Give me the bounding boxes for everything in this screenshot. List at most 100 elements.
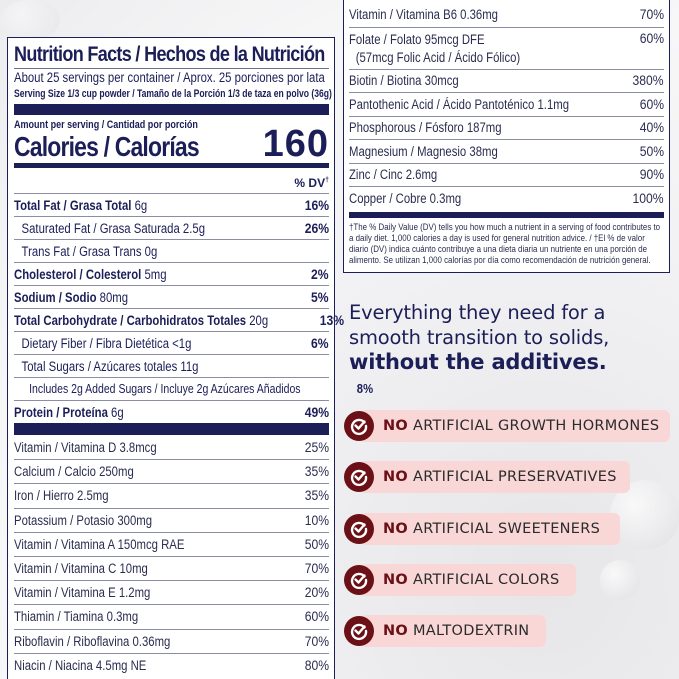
claim-text: NO ARTIFICIAL GROWTH HORMONES: [383, 418, 660, 434]
vitamin-label: Vitamin / Vitamina E 1.2mg: [14, 585, 151, 601]
claim-text: NO ARTIFICIAL SWEETENERS: [383, 520, 601, 537]
nutrient-row: Total Fat / Grasa Total 6g 16%: [14, 193, 329, 216]
vitamin-list-right: Vitamin / Vitamina B6 0.36mg 70% Folate / …: [349, 0, 664, 210]
vitamin-row: Vitamin / Vitamina D 3.8mcg 25%: [14, 435, 329, 459]
vitamin-dv: 70%: [639, 7, 664, 23]
vitamin-dv: 70%: [304, 633, 329, 649]
vitamin-row: Niacin / Niacina 4.5mg NE 80%: [14, 652, 329, 677]
claim-pill-background: [360, 615, 546, 648]
vitamin-row: Riboflavin / Riboflavina 0.36mg 70%: [14, 628, 329, 653]
vitamin-dv: 35%: [304, 488, 329, 504]
vitamin-row: Magnesium / Magnesio 38mg 50%: [349, 139, 664, 163]
nutrient-row: Sodium / Sodio 80mg 5%: [14, 285, 329, 308]
vitamin-row: Potassium / Potasio 300mg 10%: [14, 507, 329, 532]
nutrient-label: Cholesterol / Colesterol 5mg: [14, 266, 167, 282]
nutrient-label: Total Carbohydrate / Carbohidratos Total…: [14, 312, 269, 328]
vitamin-row: Folate / Folato 95mcg DFE (57mcg Folic Ac…: [349, 26, 664, 69]
vitamin-label: Vitamin / Vitamina C 10mg: [14, 561, 148, 577]
nutrition-facts-continued-panel: Vitamin / Vitamina B6 0.36mg 70% Folate / …: [343, 0, 670, 273]
nutrient-dv: 16%: [304, 197, 329, 213]
vitamin-dv: 60%: [639, 96, 664, 112]
vitamin-row: Vitamin / Vitamina A 150mcg RAE 50%: [14, 531, 329, 556]
claim-pill-background: [360, 563, 576, 596]
nutrient-label: Trans Fat / Grasa Trans 0g: [21, 243, 158, 259]
check-circle-icon: [344, 411, 374, 441]
nutrient-row: Dietary Fiber / Fibra Dietética <1g 6%: [14, 331, 329, 354]
tagline-line-2: smooth transition to solids,: [349, 326, 610, 349]
vitamin-dv: 60%: [639, 30, 664, 46]
daily-value-header: % DV†: [294, 176, 329, 190]
claim-pill-background: [360, 410, 670, 442]
nutrient-dv: 2%: [311, 266, 329, 282]
vitamin-label: Pantothenic Acid / Ácido Pantoténico 1.1…: [349, 96, 570, 112]
vitamin-dv: 90%: [639, 167, 664, 183]
nutrition-facts-panel: Nutrition Facts / Hechos de la Nutrición…: [7, 37, 373, 679]
nutrient-row: Total Sugars / Azúcares totales 11g: [14, 354, 329, 377]
nutrient-row: Cholesterol / Colesterol 5mg 2%: [14, 262, 329, 285]
claim-pill-background: [360, 461, 630, 494]
nutrient-label: Includes 2g Added Sugars / Incluye 2g Az…: [29, 382, 301, 396]
check-circle-icon: [344, 462, 374, 493]
claim-badge: NO ARTIFICIAL SWEETENERS: [344, 512, 659, 545]
nutrient-label: Protein / Proteína 6g: [14, 404, 124, 420]
vitamin-dv: 40%: [639, 120, 664, 136]
nutrition-facts-title: Nutrition Facts / Hechos de la Nutrición: [14, 43, 325, 66]
vitamin-dv: 35%: [304, 464, 329, 480]
claim-badge: NO ARTIFICIAL PRESERVATIVES: [344, 461, 659, 494]
daily-value-footnote: †The % Daily Value (DV) tells you how mu…: [349, 221, 661, 265]
claim-badge: NO ARTIFICIAL COLORS: [344, 563, 659, 596]
vitamin-dv: 80%: [304, 657, 329, 673]
servings-per-container: About 25 servings per container / Aprox.…: [14, 70, 325, 85]
vitamin-row: Calcium / Calcio 250mg 35%: [14, 459, 329, 483]
vitamin-label: Vitamin / Vitamina B6 0.36mg: [349, 7, 498, 23]
nutrient-dv: 5%: [311, 289, 329, 305]
vitamin-list-left: Vitamin / Vitamina D 3.8mcg 25% Calcium / …: [14, 435, 329, 677]
nutrient-row: Total Carbohydrate / Carbohidratos Total…: [14, 308, 344, 331]
vitamin-row: Phosphorous / Fósforo 187mg 40%: [349, 115, 664, 140]
check-circle-icon: [344, 616, 374, 647]
vitamin-label: Calcium / Calcio 250mg: [14, 464, 134, 480]
divider-thick: [14, 423, 329, 435]
nutrient-dv: 49%: [304, 404, 329, 420]
vitamin-label: Vitamin / Vitamina A 150mcg RAE: [14, 536, 185, 552]
divider-medium: [14, 163, 329, 168]
nutrient-dv: 8%: [356, 382, 374, 396]
nutrient-row: Protein / Proteína 6g 49%: [14, 400, 329, 423]
vitamin-label: Biotin / Biotina 30mcg: [349, 73, 459, 89]
vitamin-label: Potassium / Potasio 300mg: [14, 512, 153, 528]
claim-badge: NO MALTODEXTRIN: [344, 615, 659, 648]
vitamin-row: Pantothenic Acid / Ácido Pantoténico 1.1…: [349, 92, 664, 116]
divider-thick: [14, 104, 329, 115]
vitamin-row: Iron / Hierro 2.5mg 35%: [14, 483, 329, 507]
vitamin-dv: 10%: [304, 512, 329, 528]
vitamin-label: Copper / Cobre 0.3mg: [349, 190, 462, 206]
nutrient-dv: 26%: [304, 220, 329, 236]
vitamin-label: Vitamin / Vitamina D 3.8mcg: [14, 439, 157, 455]
vitamin-row: Zinc / Cinc 2.6mg 90%: [349, 162, 664, 187]
vitamin-label: Zinc / Cinc 2.6mg: [349, 167, 438, 183]
claim-text: NO ARTIFICIAL PRESERVATIVES: [383, 469, 617, 486]
vitamin-dv: 25%: [304, 439, 329, 455]
nutrient-label: Dietary Fiber / Fibra Dietética <1g: [21, 335, 192, 351]
vitamin-label: Phosphorous / Fósforo 187mg: [349, 120, 502, 136]
claim-pill-background: [360, 512, 620, 545]
vitamin-label: Folate / Folato 95mcg DFE (57mcg Folic Ac…: [349, 31, 521, 65]
check-circle-icon: [344, 564, 374, 595]
vitamin-label: Riboflavin / Riboflavina 0.36mg: [14, 633, 171, 649]
claim-text: NO ARTIFICIAL COLORS: [383, 571, 560, 588]
vitamin-label: Niacin / Niacina 4.5mg NE: [14, 657, 147, 673]
vitamin-dv: 60%: [304, 609, 329, 625]
vitamin-row: Vitamin / Vitamina E 1.2mg 20%: [14, 580, 329, 604]
vitamin-dv: 100%: [632, 190, 664, 206]
nutrient-label: Total Sugars / Azúcares totales 11g: [21, 358, 199, 374]
tagline-line-3: without the additives.: [349, 350, 607, 374]
tagline-line-1: Everything they need for a: [349, 301, 606, 324]
vitamin-dv: 50%: [304, 536, 329, 552]
vitamin-dv: 70%: [304, 561, 329, 577]
claim-text: NO MALTODEXTRIN: [383, 623, 530, 640]
divider-medium: [349, 211, 664, 218]
calories-value: 160: [262, 123, 329, 165]
background-bubble: [600, 560, 640, 600]
serving-size: Serving Size 1/3 cup powder / Tamaño de …: [14, 88, 332, 100]
nutrient-row: Saturated Fat / Grasa Saturada 2.5g 26%: [14, 216, 329, 239]
